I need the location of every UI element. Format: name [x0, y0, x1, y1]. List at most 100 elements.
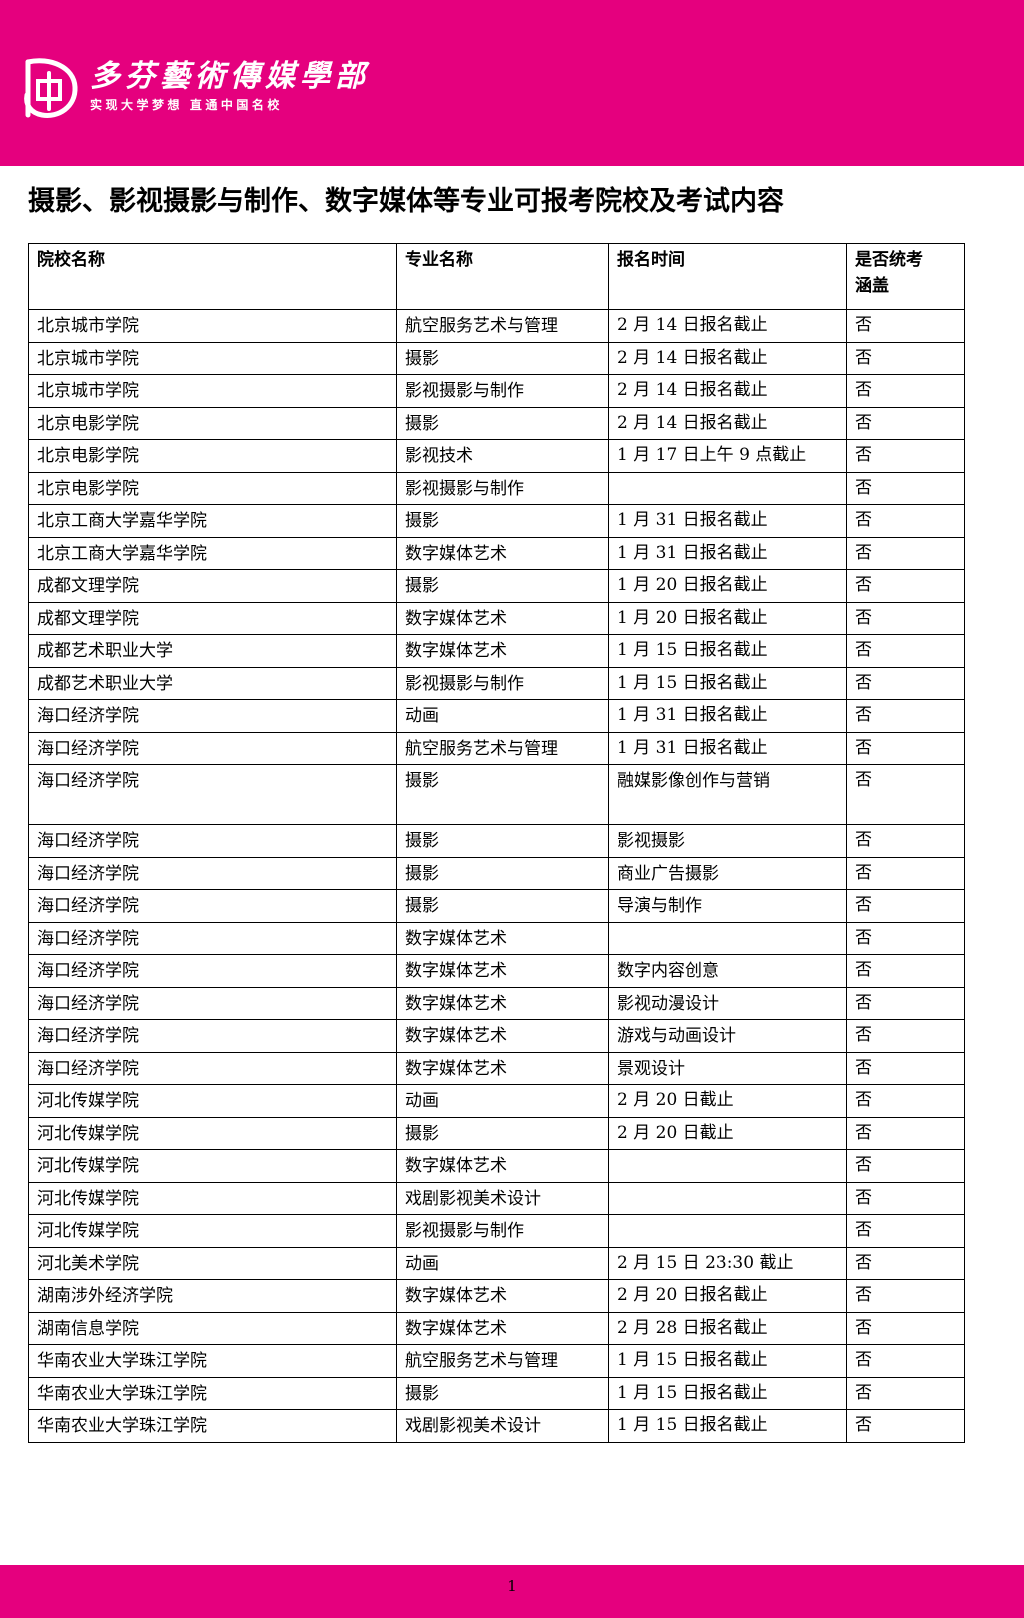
table-row: 河北传媒学院 数字媒体艺术 否 [28, 1149, 965, 1183]
cell-registration-time: 1 月 31 日报名截止 [608, 536, 847, 570]
cell-major-name: 数字媒体艺术 [396, 634, 609, 668]
cell-unified-exam-covered: 否 [846, 1409, 965, 1443]
cell-major-name: 动画 [396, 1246, 609, 1280]
cell-registration-time [608, 921, 847, 955]
cell-unified-exam-covered: 否 [846, 439, 965, 473]
cell-registration-time: 游戏与动画设计 [608, 1019, 847, 1053]
table-row: 成都艺术职业大学 数字媒体艺术 1 月 15 日报名截止否 [28, 634, 965, 668]
cell-school-name: 海口经济学院 [28, 731, 397, 765]
header-banner: 多芬藝術傳媒學部 实现大学梦想 直通中国名校 [0, 0, 1024, 166]
cell-registration-time: 1 月 31 日报名截止 [608, 699, 847, 733]
table-row: 海口经济学院 航空服务艺术与管理 1 月 31 日报名截止否 [28, 731, 965, 765]
column-header-line2: 涵盖 [855, 275, 889, 295]
cell-school-name: 北京电影学院 [28, 439, 397, 473]
cell-unified-exam-covered: 否 [846, 601, 965, 635]
cell-school-name: 河北传媒学院 [28, 1214, 397, 1248]
cell-major-name: 数字媒体艺术 [396, 954, 609, 988]
cell-registration-time: 2 月 14 日报名截止 [608, 341, 847, 375]
cell-major-name: 影视摄影与制作 [396, 666, 609, 700]
cell-registration-time: 影视动漫设计 [608, 986, 847, 1020]
cell-registration-time: 2 月 28 日报名截止 [608, 1311, 847, 1345]
cell-major-name: 数字媒体艺术 [396, 1019, 609, 1053]
table-row: 北京城市学院 影视摄影与制作 2 月 14 日报名截止否 [28, 374, 965, 408]
cell-unified-exam-covered: 否 [846, 921, 965, 955]
cell-school-name: 海口经济学院 [28, 1051, 397, 1085]
column-header-registration-time: 报名时间 [608, 243, 847, 310]
cell-unified-exam-covered: 否 [846, 406, 965, 440]
cell-unified-exam-covered: 否 [846, 731, 965, 765]
cell-major-name: 动画 [396, 699, 609, 733]
cell-registration-time [608, 1149, 847, 1183]
cell-unified-exam-covered: 否 [846, 1116, 965, 1150]
cell-major-name: 摄影 [396, 1376, 609, 1410]
cell-school-name: 华南农业大学珠江学院 [28, 1409, 397, 1443]
table-body: 北京城市学院 航空服务艺术与管理 2 月 14 日报名截止否北京城市学院 摄影 2 月 … [28, 309, 965, 1443]
table-row: 海口经济学院 动画 1 月 31 日报名截止否 [28, 699, 965, 733]
table-row: 海口经济学院 数字媒体艺术 影视动漫设计否 [28, 986, 965, 1020]
cell-major-name: 摄影 [396, 856, 609, 890]
table-row: 河北传媒学院 影视摄影与制作 否 [28, 1214, 965, 1248]
cell-major-name: 戏剧影视美术设计 [396, 1409, 609, 1443]
cell-unified-exam-covered: 否 [846, 1051, 965, 1085]
cell-major-name: 数字媒体艺术 [396, 1051, 609, 1085]
cell-registration-time: 2 月 14 日报名截止 [608, 309, 847, 343]
table-row: 华南农业大学珠江学院 摄影 1 月 15 日报名截止否 [28, 1376, 965, 1410]
cell-registration-time: 1 月 17 日上午 9 点截止 [608, 439, 847, 473]
cell-unified-exam-covered: 否 [846, 986, 965, 1020]
cell-registration-time: 1 月 31 日报名截止 [608, 731, 847, 765]
cell-registration-time: 导演与制作 [608, 889, 847, 923]
brand-tagline: 实现大学梦想 直通中国名校 [90, 97, 283, 112]
table-row: 华南农业大学珠江学院 航空服务艺术与管理 1 月 15 日报名截止否 [28, 1344, 965, 1378]
cell-major-name: 摄影 [396, 569, 609, 603]
table-row: 海口经济学院 摄影 影视摄影否 [28, 824, 965, 858]
cell-major-name: 摄影 [396, 824, 609, 858]
column-header-major: 专业名称 [396, 243, 609, 310]
cell-school-name: 成都文理学院 [28, 601, 397, 635]
cell-unified-exam-covered: 否 [846, 569, 965, 603]
cell-school-name: 成都文理学院 [28, 569, 397, 603]
table-row: 成都文理学院 数字媒体艺术 1 月 20 日报名截止否 [28, 601, 965, 635]
table-row: 河北传媒学院 戏剧影视美术设计 否 [28, 1181, 965, 1215]
cell-unified-exam-covered: 否 [846, 634, 965, 668]
column-header-school: 院校名称 [28, 243, 397, 310]
cell-unified-exam-covered: 否 [846, 1214, 965, 1248]
cell-unified-exam-covered: 否 [846, 856, 965, 890]
table-row: 海口经济学院 摄影 导演与制作否 [28, 889, 965, 923]
cell-unified-exam-covered: 否 [846, 1344, 965, 1378]
cell-unified-exam-covered: 否 [846, 374, 965, 408]
cell-registration-time: 1 月 15 日报名截止 [608, 634, 847, 668]
cell-unified-exam-covered: 否 [846, 666, 965, 700]
cell-registration-time: 融媒影像创作与营销 [608, 764, 847, 825]
cell-school-name: 河北美术学院 [28, 1246, 397, 1280]
cell-school-name: 海口经济学院 [28, 699, 397, 733]
cell-school-name: 海口经济学院 [28, 1019, 397, 1053]
cell-registration-time: 商业广告摄影 [608, 856, 847, 890]
cell-unified-exam-covered: 否 [846, 1246, 965, 1280]
cell-unified-exam-covered: 否 [846, 954, 965, 988]
table-row: 北京电影学院 影视摄影与制作 否 [28, 471, 965, 505]
cell-major-name: 摄影 [396, 504, 609, 538]
cell-unified-exam-covered: 否 [846, 764, 965, 825]
cell-major-name: 影视摄影与制作 [396, 374, 609, 408]
table-row: 河北传媒学院 摄影 2 月 20 日截止否 [28, 1116, 965, 1150]
cell-major-name: 戏剧影视美术设计 [396, 1181, 609, 1215]
cell-school-name: 海口经济学院 [28, 954, 397, 988]
cell-registration-time: 2 月 14 日报名截止 [608, 374, 847, 408]
cell-unified-exam-covered: 否 [846, 699, 965, 733]
cell-unified-exam-covered: 否 [846, 824, 965, 858]
cell-school-name: 海口经济学院 [28, 921, 397, 955]
cell-major-name: 数字媒体艺术 [396, 536, 609, 570]
cell-registration-time: 1 月 20 日报名截止 [608, 601, 847, 635]
table-row: 北京工商大学嘉华学院 数字媒体艺术 1 月 31 日报名截止否 [28, 536, 965, 570]
table-row: 海口经济学院 数字媒体艺术 景观设计否 [28, 1051, 965, 1085]
cell-school-name: 海口经济学院 [28, 889, 397, 923]
cell-major-name: 数字媒体艺术 [396, 1311, 609, 1345]
table-row: 湖南涉外经济学院 数字媒体艺术 2 月 20 日报名截止否 [28, 1279, 965, 1313]
cell-unified-exam-covered: 否 [846, 1181, 965, 1215]
table-row: 海口经济学院 数字媒体艺术 数字内容创意否 [28, 954, 965, 988]
cell-school-name: 成都艺术职业大学 [28, 634, 397, 668]
admissions-table: 院校名称 专业名称 报名时间 是否统考 涵盖 北京城市学院 航空服务艺术与管理 2 … [28, 243, 965, 1443]
brand-name: 多芬藝術傳媒學部 [90, 59, 370, 95]
cell-unified-exam-covered: 否 [846, 1376, 965, 1410]
cell-registration-time: 景观设计 [608, 1051, 847, 1085]
